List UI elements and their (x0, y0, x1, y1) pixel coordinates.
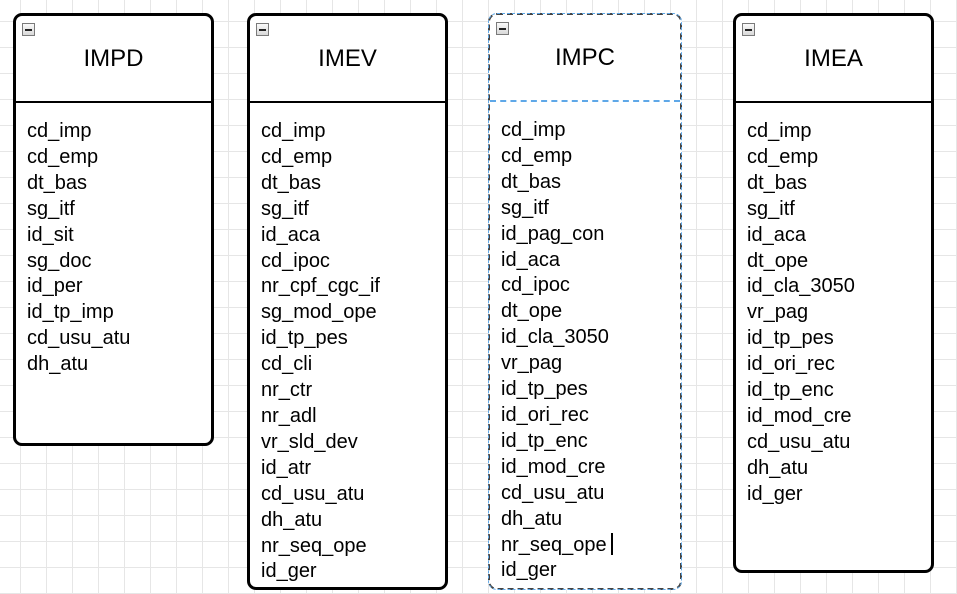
entity-field[interactable]: id_tp_enc (501, 429, 588, 452)
entity-header[interactable]: IMEV (250, 16, 445, 103)
entity-field[interactable]: id_sit (27, 223, 74, 246)
entity-field[interactable]: id_tp_enc (747, 379, 834, 402)
entity-field[interactable]: id_ori_rec (747, 353, 835, 376)
entity-field[interactable]: id_tp_pes (261, 327, 348, 350)
entity-field[interactable]: dh_atu (501, 507, 563, 530)
entity-field[interactable]: id_ori_rec (501, 403, 589, 426)
entity-field[interactable]: dh_atu (261, 508, 323, 531)
entity-field[interactable]: id_cla_3050 (501, 326, 609, 349)
collapse-icon[interactable] (742, 23, 755, 36)
entity-impd[interactable]: IMPD cd_imp cd_emp dt_bas sg_itf id_sit sg_do… (13, 13, 214, 446)
entity-imea[interactable]: IMEA cd_imp cd_emp dt_bas sg_itf id_aca dt_op… (733, 13, 934, 573)
entity-header[interactable]: IMPC (490, 15, 680, 102)
entity-field[interactable]: id_mod_cre (501, 455, 606, 478)
entity-field[interactable]: id_ger (261, 560, 317, 583)
entity-field[interactable]: sg_itf (747, 197, 795, 220)
entity-header[interactable]: IMPD (16, 16, 211, 103)
entity-field[interactable]: dt_bas (747, 171, 808, 194)
entity-field[interactable]: id_mod_cre (747, 404, 852, 427)
entity-field[interactable]: id_tp_pes (747, 327, 834, 350)
entity-field[interactable]: cd_imp (261, 120, 326, 142)
entity-field[interactable]: cd_usu_atu (27, 327, 131, 350)
entity-field[interactable]: id_aca (501, 248, 560, 271)
entity-field[interactable]: cd_imp (747, 120, 812, 142)
entity-field[interactable]: id_tp_imp (27, 301, 114, 324)
entity-field[interactable]: cd_imp (501, 119, 566, 141)
entity-field[interactable]: dh_atu (27, 353, 89, 376)
entity-field[interactable]: cd_emp (261, 145, 333, 168)
entity-field[interactable]: cd_ipoc (501, 274, 570, 297)
entity-header[interactable]: IMEA (736, 16, 931, 103)
entity-title: IMEV (318, 45, 377, 72)
entity-field[interactable]: cd_usu_atu (501, 481, 605, 504)
entity-field[interactable]: sg_itf (261, 197, 309, 220)
field-list: cd_imp cd_emp dt_bas sg_itf id_aca dt_ope id_c… (747, 119, 855, 508)
entity-field[interactable]: id_ger (501, 559, 557, 582)
entity-field[interactable]: dt_ope (747, 249, 809, 272)
entity-field[interactable]: id_atr (261, 456, 312, 479)
entity-field[interactable]: cd_cli (261, 353, 313, 376)
collapse-icon[interactable] (496, 22, 509, 35)
entity-field[interactable]: nr_seq_ope (261, 534, 367, 557)
entity-field[interactable]: cd_imp (27, 120, 92, 142)
collapse-icon[interactable] (256, 23, 269, 36)
entity-title: IMPC (555, 44, 615, 71)
entity-field[interactable]: id_pag_con (501, 222, 605, 245)
entity-field[interactable]: id_ger (747, 482, 803, 505)
entity-field[interactable]: cd_usu_atu (747, 430, 851, 453)
entity-field[interactable]: vr_pag (747, 301, 809, 324)
entity-field[interactable]: vr_sld_dev (261, 430, 358, 453)
entity-field[interactable]: id_aca (261, 223, 320, 246)
entity-field[interactable]: dt_ope (501, 300, 563, 323)
entity-field[interactable]: sg_mod_ope (261, 301, 377, 324)
entity-field[interactable]: dt_bas (27, 171, 88, 194)
field-list: cd_imp cd_emp dt_bas sg_itf id_sit sg_doc id_p… (27, 119, 130, 378)
collapse-icon[interactable] (22, 23, 35, 36)
entity-field[interactable]: vr_pag (501, 352, 563, 375)
entity-field[interactable]: dt_bas (261, 171, 322, 194)
entity-field[interactable]: nr_seq_ope (501, 533, 607, 556)
entity-field[interactable]: sg_doc (27, 249, 92, 272)
text-cursor (611, 533, 613, 555)
entity-field[interactable]: cd_ipoc (261, 249, 330, 272)
entity-title: IMEA (804, 45, 863, 72)
entity-title: IMPD (83, 45, 144, 72)
entity-field[interactable]: nr_ctr (261, 379, 313, 402)
entity-field[interactable]: cd_emp (501, 144, 573, 167)
entity-field[interactable]: nr_cpf_cgc_if (261, 275, 380, 298)
entity-field[interactable]: cd_emp (27, 145, 99, 168)
entity-field[interactable]: cd_usu_atu (261, 482, 365, 505)
entity-field[interactable]: sg_itf (501, 196, 549, 219)
entity-field[interactable]: cd_emp (747, 145, 819, 168)
entity-field[interactable]: id_per (27, 275, 83, 298)
field-list: cd_imp cd_emp dt_bas sg_itf id_pag_con id_aca… (501, 118, 609, 584)
entity-field[interactable]: id_aca (747, 223, 806, 246)
entity-field[interactable]: sg_itf (27, 197, 75, 220)
entity-field[interactable]: dh_atu (747, 456, 809, 479)
entity-field[interactable]: dt_bas (501, 170, 562, 193)
entity-field[interactable]: id_cla_3050 (747, 275, 855, 298)
entity-field[interactable]: nr_adl (261, 404, 317, 427)
entity-imev[interactable]: IMEV cd_imp cd_emp dt_bas sg_itf id_aca cd_ip… (247, 13, 448, 590)
entity-field[interactable]: id_tp_pes (501, 378, 588, 401)
field-list: cd_imp cd_emp dt_bas sg_itf id_aca cd_ipoc nr_… (261, 119, 380, 585)
